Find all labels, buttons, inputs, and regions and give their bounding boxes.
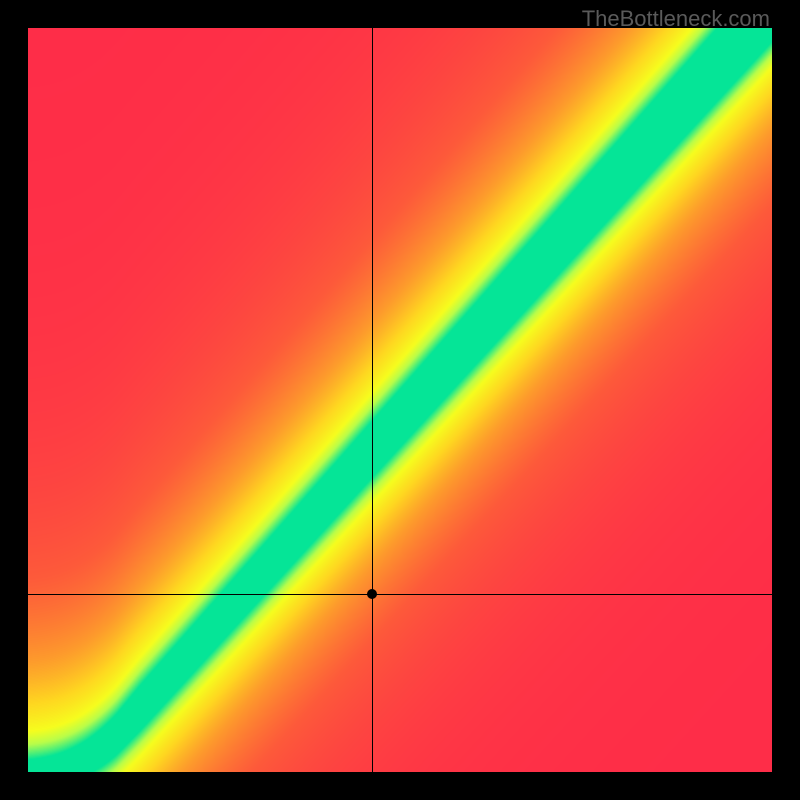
crosshair-marker-dot (367, 589, 377, 599)
watermark-text: TheBottleneck.com (582, 6, 770, 32)
crosshair-horizontal (28, 594, 772, 595)
heatmap-canvas (28, 28, 772, 772)
chart-container: TheBottleneck.com (0, 0, 800, 800)
crosshair-vertical (372, 28, 373, 772)
heatmap-plot-area (28, 28, 772, 772)
